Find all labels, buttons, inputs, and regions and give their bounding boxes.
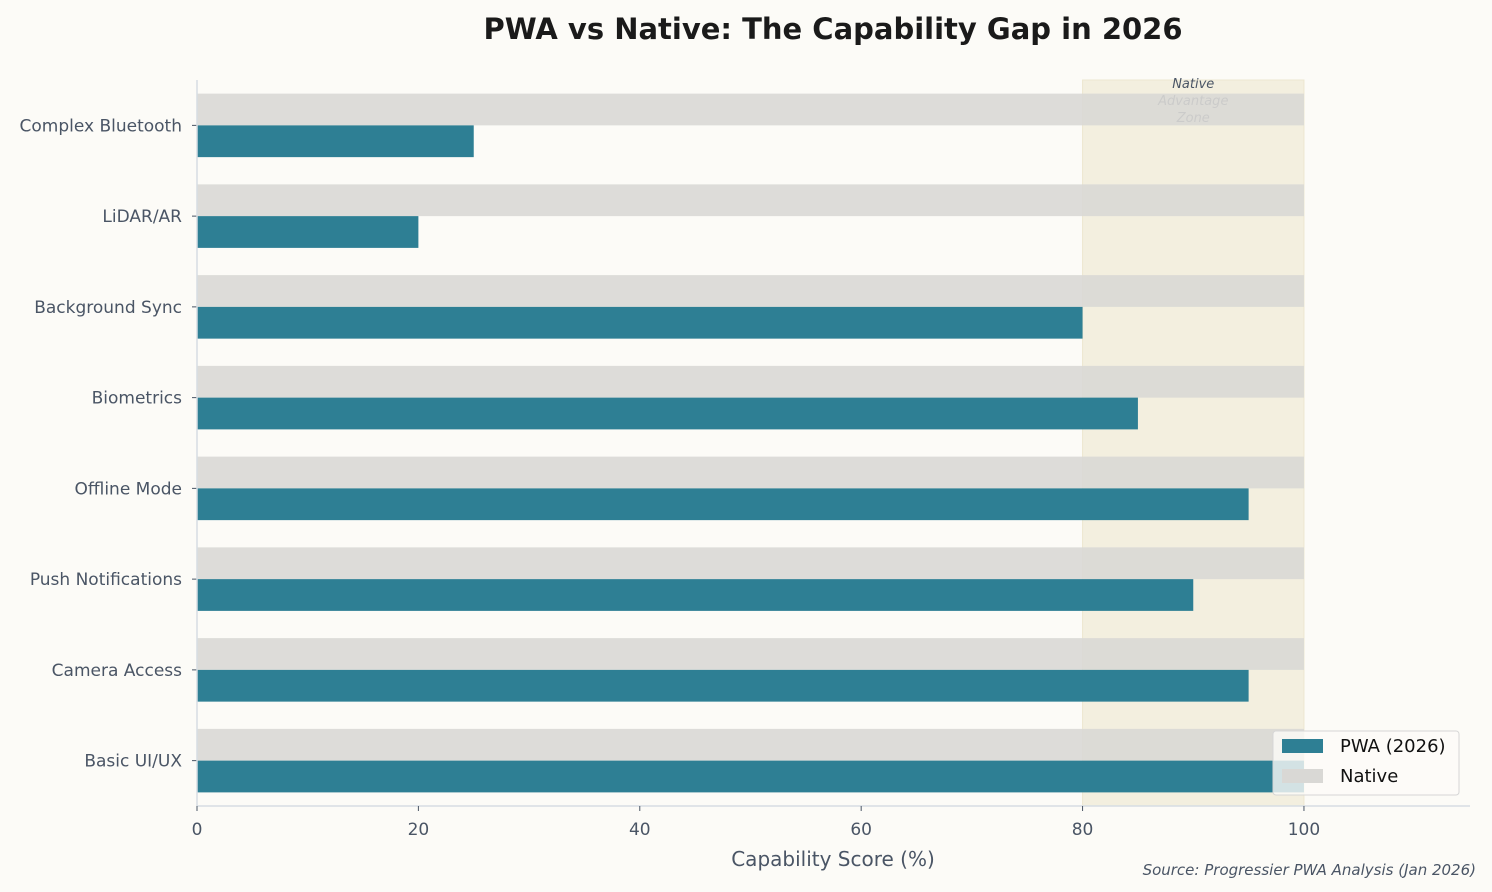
x-tick-label: 60 [850, 820, 872, 840]
legend-swatch [1282, 769, 1323, 783]
pwa-bar [197, 216, 419, 248]
pwa-bar [197, 306, 1083, 339]
native-bar [197, 365, 1304, 398]
legend-swatch [1282, 739, 1323, 753]
pwa-bar [197, 760, 1304, 793]
x-tick-label: 20 [408, 820, 430, 840]
legend-label: Native [1340, 766, 1398, 787]
source-note: Source: Progressier PWA Analysis (Jan 20… [1143, 861, 1476, 879]
y-tick-label: Offline Mode [75, 479, 183, 499]
pwa-bar [197, 397, 1138, 430]
zone-annotation-line: Native [1172, 77, 1214, 92]
native-bar [197, 184, 1304, 217]
native-bar [197, 638, 1304, 670]
legend-label: PWA (2026) [1340, 736, 1446, 757]
pwa-bar [197, 488, 1249, 521]
y-tick-label: Camera Access [52, 661, 182, 681]
x-axis-label: Capability Score (%) [731, 847, 935, 871]
x-tick-label: 100 [1288, 820, 1320, 840]
x-tick-label: 0 [192, 820, 203, 840]
chart-title: PWA vs Native: The Capability Gap in 202… [483, 12, 1182, 46]
y-tick-label: Basic UI/UX [84, 752, 182, 772]
y-tick-label: Background Sync [34, 298, 182, 318]
y-tick-label: Push Notifications [30, 570, 182, 590]
native-bar [197, 456, 1304, 489]
x-tick-label: 40 [629, 820, 651, 840]
pwa-bar [197, 579, 1194, 611]
y-tick-label: Biometrics [92, 389, 183, 409]
native-bar [197, 93, 1304, 126]
pwa-bar [197, 669, 1249, 702]
y-tick-label: LiDAR/AR [102, 207, 182, 227]
native-bar [197, 275, 1304, 307]
x-tick-label: 80 [1072, 820, 1094, 840]
pwa-bar [197, 125, 474, 158]
native-bar [197, 728, 1304, 761]
y-tick-label: Complex Bluetooth [20, 116, 183, 136]
native-bar [197, 547, 1304, 580]
